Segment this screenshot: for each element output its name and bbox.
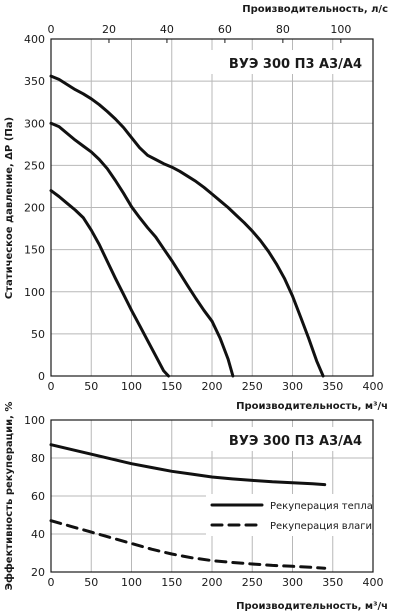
pressure-chart: 0 50 100 150 200 250 300 350 4000501001502002503… bbox=[4, 4, 388, 412]
bottom-y-tick-label: 80 bbox=[31, 452, 45, 465]
top-x-tick-label: 400 bbox=[363, 380, 384, 393]
plot-frame bbox=[50, 419, 374, 573]
curves bbox=[49, 74, 325, 378]
bottom-x-axis-title: Производительность, м³/ч bbox=[236, 601, 388, 612]
bottom-x-tick-label: 100 bbox=[121, 576, 142, 589]
top-x2-tick-label: 20 bbox=[102, 23, 116, 36]
legend-background bbox=[206, 494, 372, 536]
top-series-line-2 bbox=[49, 121, 235, 378]
efficiency-chart: 0 50 100 150 200 250 300 350 400 20 40 60 80 100 Прои… bbox=[3, 402, 388, 612]
bottom-x-tick-label: 350 bbox=[322, 576, 343, 589]
top-x-tick-label: 0 bbox=[48, 380, 55, 393]
top-y-tick-label: 0 bbox=[38, 370, 45, 383]
top-title-background bbox=[208, 50, 368, 74]
bottom-y-axis-title: Эффективность рекуперации, % bbox=[3, 402, 15, 591]
bottom-x-tick-label: 50 bbox=[84, 576, 98, 589]
top-x2-tick-label: 60 bbox=[218, 23, 232, 36]
tick-labels: 0 50 100 150 200 250 300 350 4000501001502002503… bbox=[24, 23, 384, 393]
top-y-tick-label: 150 bbox=[24, 244, 45, 257]
top-y-tick-label: 100 bbox=[24, 286, 45, 299]
top-x2-tick-label: 80 bbox=[276, 23, 290, 36]
bottom-y-tick-label: 100 bbox=[24, 414, 45, 427]
top-x2-tick-label: 0 bbox=[48, 23, 55, 36]
top-x2-tick-label: 40 bbox=[160, 23, 174, 36]
bottom-series-line-0 bbox=[49, 443, 327, 487]
top-x-tick-label: 150 bbox=[161, 380, 182, 393]
top-y-tick-label: 50 bbox=[31, 328, 45, 341]
top-y-tick-label: 300 bbox=[24, 117, 45, 130]
top-chart-title: ВУЭ 300 П3 А3/А4 bbox=[229, 57, 362, 72]
top-series-line-3 bbox=[49, 189, 170, 378]
top-x-axis-title: Производительность, м³/ч bbox=[236, 401, 388, 412]
bottom-x-tick-label: 150 bbox=[161, 576, 182, 589]
bottom-title-background bbox=[208, 427, 368, 451]
tick-labels: 0 50 100 150 200 250 300 350 400 20 40 60 80 100 bbox=[24, 414, 384, 589]
top-y-tick-label: 350 bbox=[24, 75, 45, 88]
curves bbox=[49, 443, 327, 570]
bottom-chart-title: ВУЭ 300 П3 А3/А4 bbox=[229, 434, 362, 449]
top-x2-axis-title: Производительность, л/с bbox=[242, 4, 388, 15]
bottom-y-tick-label: 20 bbox=[31, 566, 45, 579]
top-y-tick-label: 400 bbox=[24, 33, 45, 46]
bottom-x-tick-label: 300 bbox=[282, 576, 303, 589]
top-x-tick-label: 200 bbox=[202, 380, 223, 393]
top-x2-tick-label: 100 bbox=[330, 23, 351, 36]
top-y-tick-label: 250 bbox=[24, 159, 45, 172]
top-y-axis-title: Статическое давление, ΔP (Па) bbox=[4, 117, 15, 299]
bottom-y-tick-label: 60 bbox=[31, 490, 45, 503]
legend: Рекуперация тепла Рекуперация влаги bbox=[206, 494, 373, 536]
top-y-tick-label: 200 bbox=[24, 202, 45, 215]
legend-label-moisture: Рекуперация влаги bbox=[270, 521, 372, 532]
bottom-x-tick-label: 0 bbox=[48, 576, 55, 589]
top-series-line-1 bbox=[49, 74, 325, 378]
grid bbox=[50, 38, 374, 377]
top-x-tick-label: 50 bbox=[84, 380, 98, 393]
bottom-x-tick-label: 250 bbox=[242, 576, 263, 589]
plot-frame bbox=[50, 38, 374, 377]
bottom-y-tick-label: 40 bbox=[31, 528, 45, 541]
top-x-tick-label: 100 bbox=[121, 380, 142, 393]
top-x-tick-label: 300 bbox=[282, 380, 303, 393]
top-x-tick-label: 350 bbox=[322, 380, 343, 393]
bottom-x-tick-label: 400 bbox=[363, 576, 384, 589]
bottom-series-line-1 bbox=[49, 519, 327, 570]
top-x-tick-label: 250 bbox=[242, 380, 263, 393]
legend-label-heat: Рекуперация тепла bbox=[270, 501, 373, 512]
bottom-x-tick-label: 200 bbox=[202, 576, 223, 589]
